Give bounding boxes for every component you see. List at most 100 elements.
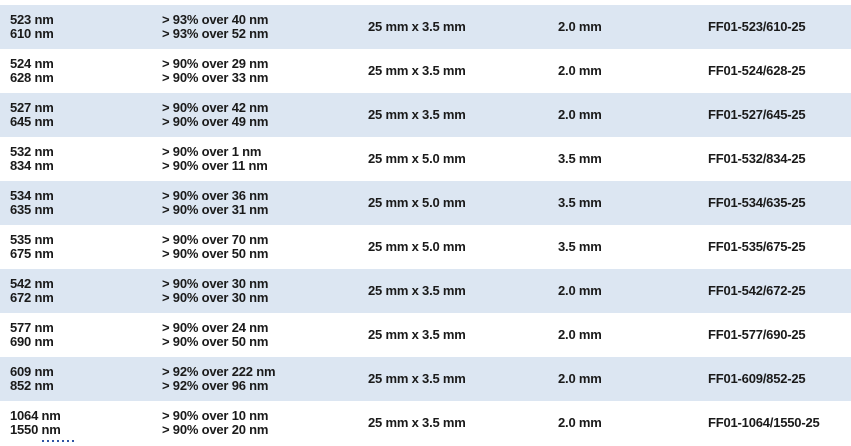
part-number-cell: FF01-523/610-25 xyxy=(708,19,806,34)
wavelength-cell: 527 nm 645 nm xyxy=(0,101,162,129)
transmission-spec-1: > 90% over 30 nm xyxy=(162,276,269,291)
transmission-spec-1: > 90% over 42 nm xyxy=(162,100,269,115)
wavelength-cell: 534 nm 635 nm xyxy=(0,189,162,217)
size-cell: 25 mm x 3.5 mm xyxy=(368,415,466,430)
size-cell: 25 mm x 5.0 mm xyxy=(368,151,466,166)
table-row: 542 nm 672 nm > 90% over 30 nm > 90% ove… xyxy=(0,269,851,313)
transmission-spec-2: > 90% over 11 nm xyxy=(162,158,268,173)
transmission-spec-1: > 90% over 36 nm xyxy=(162,188,269,203)
transmission-cell: > 90% over 36 nm > 90% over 31 nm xyxy=(162,189,368,217)
filter-spec-table: 523 nm 610 nm > 93% over 40 nm > 93% ove… xyxy=(0,5,851,445)
center-wavelength-1: 523 nm xyxy=(10,12,54,27)
center-wavelength-2: 675 nm xyxy=(10,246,54,261)
transmission-spec-2: > 90% over 50 nm xyxy=(162,246,269,261)
center-wavelength-2: 690 nm xyxy=(10,334,54,349)
center-wavelength-1: 524 nm xyxy=(10,56,54,71)
part-number-cell: FF01-527/645-25 xyxy=(708,107,806,122)
table-row: 524 nm 628 nm > 90% over 29 nm > 90% ove… xyxy=(0,49,851,93)
center-wavelength-1: 527 nm xyxy=(10,100,54,115)
center-wavelength-1: 609 nm xyxy=(10,364,54,379)
transmission-spec-2: > 90% over 49 nm xyxy=(162,114,269,129)
transmission-spec-2: > 90% over 20 nm xyxy=(162,422,269,437)
transmission-spec-1: > 93% over 40 nm xyxy=(162,12,269,27)
transmission-spec-2: > 93% over 52 nm xyxy=(162,26,269,41)
thickness-cell: 2.0 mm xyxy=(558,371,602,386)
center-wavelength-2: 628 nm xyxy=(10,70,54,85)
part-number-cell: FF01-1064/1550-25 xyxy=(708,415,820,430)
center-wavelength-1: 534 nm xyxy=(10,188,54,203)
wavelength-cell: 542 nm 672 nm xyxy=(0,277,162,305)
center-wavelength-2: 1550 nm xyxy=(10,422,61,437)
transmission-spec-1: > 90% over 10 nm xyxy=(162,408,269,423)
center-wavelength-1: 535 nm xyxy=(10,232,54,247)
wavelength-cell: 535 nm 675 nm xyxy=(0,233,162,261)
size-cell: 25 mm x 5.0 mm xyxy=(368,239,466,254)
transmission-spec-2: > 90% over 30 nm xyxy=(162,290,269,305)
part-number-cell: FF01-542/672-25 xyxy=(708,283,806,298)
size-cell: 25 mm x 3.5 mm xyxy=(368,19,466,34)
center-wavelength-1: 532 nm xyxy=(10,144,54,159)
transmission-spec-2: > 92% over 96 nm xyxy=(162,378,269,393)
part-number-cell: FF01-524/628-25 xyxy=(708,63,806,78)
thickness-cell: 3.5 mm xyxy=(558,239,602,254)
thickness-cell: 2.0 mm xyxy=(558,107,602,122)
thickness-cell: 2.0 mm xyxy=(558,19,602,34)
transmission-spec-2: > 90% over 33 nm xyxy=(162,70,269,85)
size-cell: 25 mm x 3.5 mm xyxy=(368,327,466,342)
table-row: 1064 nm 1550 nm > 90% over 10 nm > 90% o… xyxy=(0,401,851,445)
center-wavelength-2: 852 nm xyxy=(10,378,54,393)
size-cell: 25 mm x 3.5 mm xyxy=(368,283,466,298)
transmission-spec-2: > 90% over 31 nm xyxy=(162,202,269,217)
table-row: 535 nm 675 nm > 90% over 70 nm > 90% ove… xyxy=(0,225,851,269)
thickness-cell: 3.5 mm xyxy=(558,195,602,210)
center-wavelength-2: 834 nm xyxy=(10,158,54,173)
thickness-cell: 3.5 mm xyxy=(558,151,602,166)
wavelength-cell: 609 nm 852 nm xyxy=(0,365,162,393)
wavelength-cell: 523 nm 610 nm xyxy=(0,13,162,41)
transmission-cell: > 90% over 30 nm > 90% over 30 nm xyxy=(162,277,368,305)
thickness-cell: 2.0 mm xyxy=(558,327,602,342)
transmission-spec-1: > 92% over 222 nm xyxy=(162,364,276,379)
size-cell: 25 mm x 3.5 mm xyxy=(368,63,466,78)
size-cell: 25 mm x 3.5 mm xyxy=(368,107,466,122)
table-row: 532 nm 834 nm > 90% over 1 nm > 90% over… xyxy=(0,137,851,181)
transmission-cell: > 90% over 1 nm > 90% over 11 nm xyxy=(162,145,368,173)
wavelength-cell: 532 nm 834 nm xyxy=(0,145,162,173)
transmission-spec-2: > 90% over 50 nm xyxy=(162,334,269,349)
size-cell: 25 mm x 3.5 mm xyxy=(368,371,466,386)
center-wavelength-1: 1064 nm xyxy=(10,408,61,423)
cutoff-text-fragment xyxy=(42,440,74,442)
wavelength-cell: 577 nm 690 nm xyxy=(0,321,162,349)
table-row: 609 nm 852 nm > 92% over 222 nm > 92% ov… xyxy=(0,357,851,401)
center-wavelength-1: 577 nm xyxy=(10,320,54,335)
part-number-cell: FF01-577/690-25 xyxy=(708,327,806,342)
center-wavelength-2: 635 nm xyxy=(10,202,54,217)
thickness-cell: 2.0 mm xyxy=(558,283,602,298)
transmission-cell: > 90% over 10 nm > 90% over 20 nm xyxy=(162,409,368,437)
transmission-cell: > 90% over 42 nm > 90% over 49 nm xyxy=(162,101,368,129)
transmission-cell: > 90% over 70 nm > 90% over 50 nm xyxy=(162,233,368,261)
transmission-spec-1: > 90% over 1 nm xyxy=(162,144,262,159)
center-wavelength-2: 610 nm xyxy=(10,26,54,41)
table-row: 523 nm 610 nm > 93% over 40 nm > 93% ove… xyxy=(0,5,851,49)
table-row: 577 nm 690 nm > 90% over 24 nm > 90% ove… xyxy=(0,313,851,357)
part-number-cell: FF01-534/635-25 xyxy=(708,195,806,210)
transmission-cell: > 92% over 222 nm > 92% over 96 nm xyxy=(162,365,368,393)
transmission-spec-1: > 90% over 29 nm xyxy=(162,56,269,71)
transmission-cell: > 90% over 24 nm > 90% over 50 nm xyxy=(162,321,368,349)
wavelength-cell: 1064 nm 1550 nm xyxy=(0,409,162,437)
center-wavelength-2: 672 nm xyxy=(10,290,54,305)
size-cell: 25 mm x 5.0 mm xyxy=(368,195,466,210)
transmission-spec-1: > 90% over 70 nm xyxy=(162,232,269,247)
part-number-cell: FF01-609/852-25 xyxy=(708,371,806,386)
part-number-cell: FF01-535/675-25 xyxy=(708,239,806,254)
thickness-cell: 2.0 mm xyxy=(558,63,602,78)
center-wavelength-1: 542 nm xyxy=(10,276,54,291)
transmission-cell: > 90% over 29 nm > 90% over 33 nm xyxy=(162,57,368,85)
table-row: 527 nm 645 nm > 90% over 42 nm > 90% ove… xyxy=(0,93,851,137)
table-row: 534 nm 635 nm > 90% over 36 nm > 90% ove… xyxy=(0,181,851,225)
wavelength-cell: 524 nm 628 nm xyxy=(0,57,162,85)
thickness-cell: 2.0 mm xyxy=(558,415,602,430)
center-wavelength-2: 645 nm xyxy=(10,114,54,129)
transmission-cell: > 93% over 40 nm > 93% over 52 nm xyxy=(162,13,368,41)
